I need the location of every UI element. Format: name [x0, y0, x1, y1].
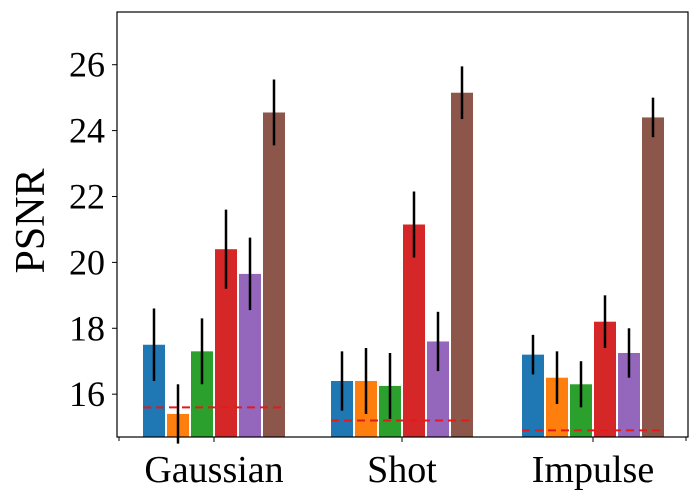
x-tick-label-impulse: Impulse — [532, 449, 654, 491]
bar-impulse-series-5 — [618, 352, 640, 437]
bar-layer — [143, 92, 664, 438]
y-tick-label-22: 22 — [69, 177, 105, 217]
bar-gaussian-series-4 — [215, 249, 237, 437]
y-tick-label-26: 26 — [69, 45, 105, 85]
bar-gaussian-series-3 — [191, 351, 213, 437]
bar-impulse-series-6 — [642, 117, 664, 438]
bar-impulse-series-4 — [594, 321, 616, 437]
bar-gaussian-series-5 — [239, 273, 261, 437]
x-tick-label-shot: Shot — [367, 449, 437, 491]
bar-impulse-series-3 — [570, 384, 592, 437]
bar-shot-series-4 — [403, 224, 425, 437]
bar-shot-series-6 — [451, 92, 473, 437]
bar-impulse-series-2 — [546, 377, 568, 437]
bar-impulse-series-1 — [522, 354, 544, 437]
bar-gaussian-series-6 — [263, 112, 285, 437]
y-tick-label-20: 20 — [69, 242, 105, 282]
y-axis-label: PSNR — [8, 168, 54, 273]
y-tick-label-24: 24 — [69, 111, 105, 151]
bar-shot-series-5 — [427, 341, 449, 437]
bar-gaussian-series-1 — [143, 344, 165, 437]
axis-layer: 16 18 20 22 24 26 Gaussian Shot Impulse — [69, 11, 689, 491]
error-bar-layer — [143, 66, 664, 444]
y-tick-label-18: 18 — [69, 308, 105, 348]
y-tick-label-16: 16 — [69, 374, 105, 414]
x-tick-label-gaussian: Gaussian — [144, 449, 283, 491]
